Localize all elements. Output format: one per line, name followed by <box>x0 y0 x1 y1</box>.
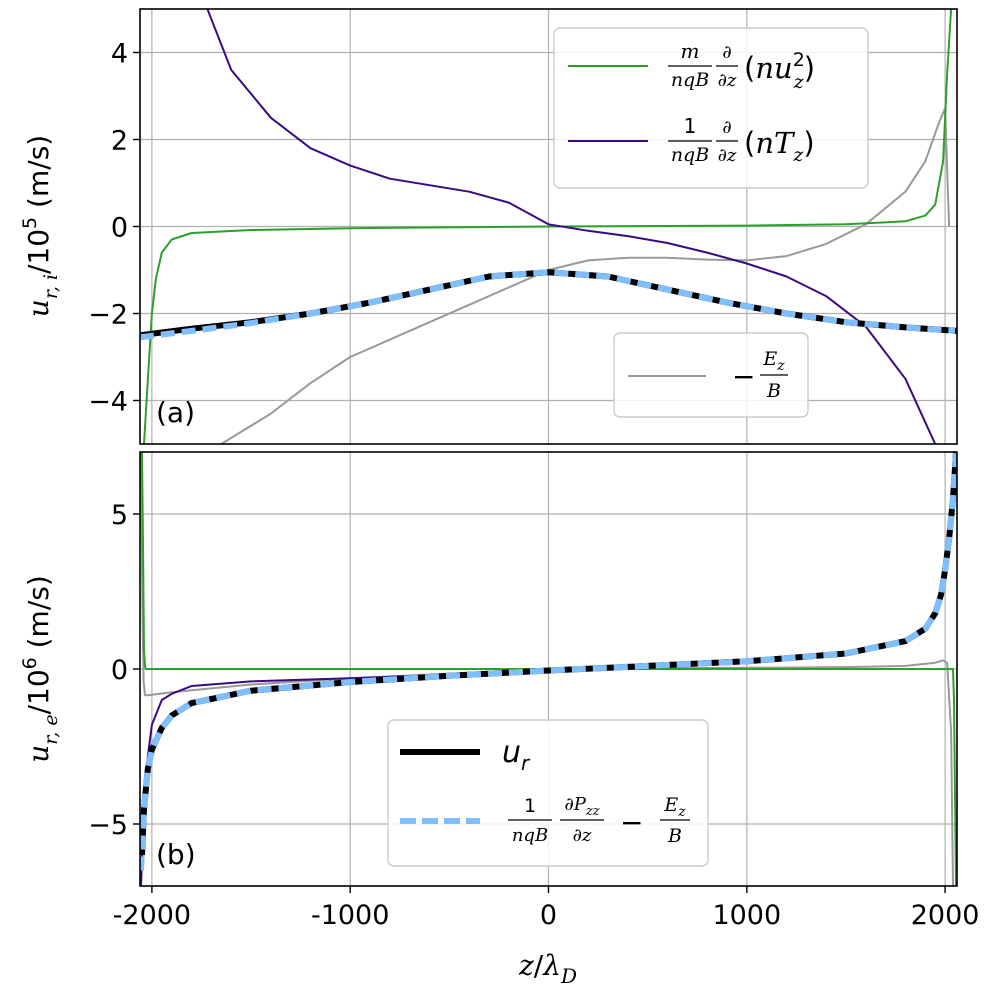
y-tick-label-a-1: 2 <box>111 126 128 157</box>
x-axis-label: z/λD <box>518 949 577 988</box>
svg-text:nqB: nqB <box>671 144 709 166</box>
svg-text:∂z: ∂z <box>718 145 737 166</box>
series-a <box>140 9 957 444</box>
series-a-sum <box>140 269 956 341</box>
panel-b: 5 0 −5 -2000 -1000 0 1000 2000 ur, e/106 (m/s)… <box>19 451 980 988</box>
legend-b: ur 1 nqB ∂Pzz ∂z − Ez B <box>387 719 709 867</box>
svg-text:nqB: nqB <box>512 825 548 846</box>
y-tick-label-b-0: 5 <box>111 500 128 531</box>
svg-text:∂z: ∂z <box>718 70 737 91</box>
svg-text:(nTz): (nTz) <box>744 126 815 166</box>
legend-a-indigo-label: 1 nqB ∂ ∂z (nTz) <box>668 114 815 166</box>
svg-text:1: 1 <box>524 795 536 817</box>
series-a-indigo <box>206 9 937 444</box>
grid-a <box>140 9 957 444</box>
y-axis-label-b: ur, e/106 (m/s) <box>19 575 62 763</box>
y-tick-label-b-1: 0 <box>111 655 128 686</box>
y-axis-label-a: ur, i/105 (m/s) <box>19 135 62 317</box>
y-ticks-b: 5 0 −5 <box>88 500 140 841</box>
legend-b-box <box>387 719 709 867</box>
y-tick-label-a-3: −2 <box>88 300 128 331</box>
y-tick-label-a-0: 4 <box>111 39 128 70</box>
legend-a-secondary-box <box>613 332 809 418</box>
series-a-green <box>143 9 953 444</box>
panel-a: 4 2 0 −2 −4 ur, i/105 (m/s) (a) m nqB ∂ ∂z (… <box>19 8 958 445</box>
legend-b-blue-label: 1 nqB ∂Pzz ∂z − Ez B <box>508 794 690 847</box>
svg-text:−: − <box>620 806 643 839</box>
panel-tag-a: (a) <box>156 396 195 429</box>
y-tick-label-a-2: 0 <box>111 213 128 244</box>
series-a-gray <box>220 107 951 444</box>
svg-text:1: 1 <box>684 114 697 138</box>
x-tick-label-0: -2000 <box>113 900 191 931</box>
svg-text:nqB: nqB <box>671 69 709 91</box>
y-tick-label-b-2: −5 <box>88 810 128 841</box>
x-tick-label-2: 0 <box>540 900 557 931</box>
legend-a-main: m nqB ∂ ∂z (nu2 z) 1 nqB ∂ ∂z (nTz) <box>553 27 869 189</box>
svg-text:∂Pzz: ∂Pzz <box>564 794 599 819</box>
x-tick-label-1: -1000 <box>311 900 389 931</box>
series-b <box>140 452 957 886</box>
svg-text:−: − <box>732 360 755 393</box>
svg-text:∂z: ∂z <box>573 825 592 846</box>
x-tick-label-4: 2000 <box>911 900 980 931</box>
x-ticks-b: -2000 -1000 0 1000 2000 <box>113 886 980 931</box>
svg-text:B: B <box>766 380 781 402</box>
panel-tag-b: (b) <box>156 838 196 871</box>
svg-text:∂: ∂ <box>722 117 731 138</box>
svg-text:m: m <box>681 39 700 63</box>
svg-text:B: B <box>667 825 682 847</box>
series-b-green <box>141 452 957 886</box>
y-ticks-a: 4 2 0 −2 −4 <box>88 39 140 418</box>
legend-a-secondary: − Ez B <box>613 332 809 418</box>
y-tick-label-a-4: −4 <box>88 387 128 418</box>
series-b-sum <box>140 452 957 871</box>
x-tick-label-3: 1000 <box>712 900 781 931</box>
svg-text:∂: ∂ <box>722 42 731 63</box>
legend-a-main-box <box>553 27 869 189</box>
